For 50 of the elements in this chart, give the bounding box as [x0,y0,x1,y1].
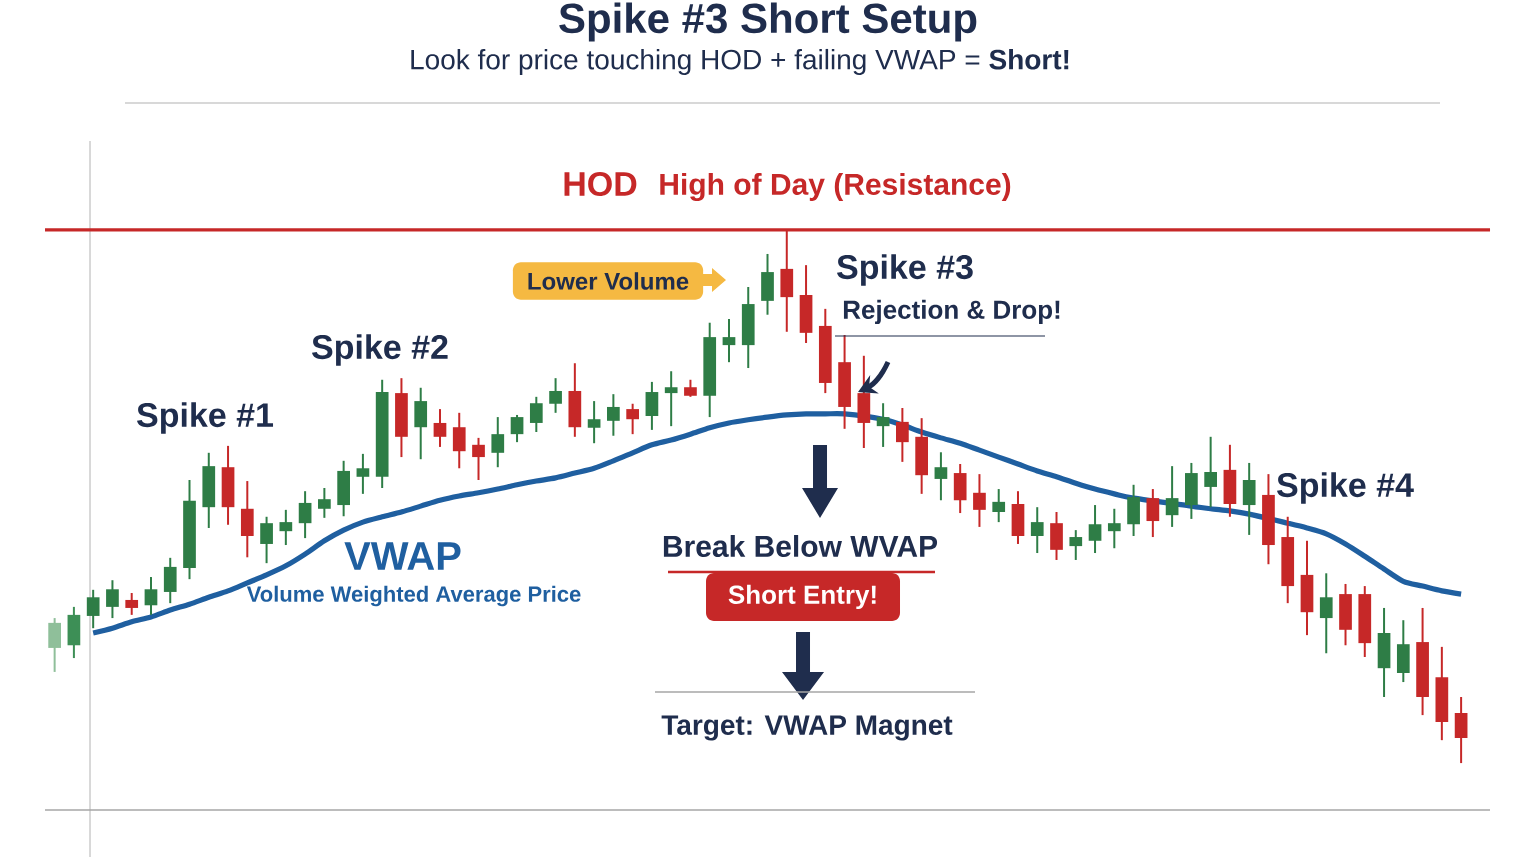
series-label: VWAP [344,542,461,570]
annotation: Spike #4 [1277,472,1414,504]
ref-line-label: HOD [564,171,637,197]
candlestick [125,592,139,616]
annotation: Short Entry! [728,584,876,610]
chart-title: Spike #3 Short Setup [559,2,977,42]
candlestick [1107,507,1121,550]
annotation: Target: VWAP Magnet [661,715,953,741]
candlestick [896,407,909,463]
text: High of Day (Resistance) [660,172,1011,202]
candlestick [491,416,505,469]
candlestick [722,317,736,364]
candlestick [645,380,659,431]
candlestick [510,413,524,444]
candlestick [279,508,293,547]
candlestick [934,451,948,502]
candlestick [1204,435,1218,509]
annotation: Rejection & Drop! [843,299,1060,325]
chart-subtitle: Look for price touching HOD + failing VWAP = Short! [411,48,1069,76]
annotation: Volume Weighted Average Price [246,585,581,607]
candlestick [318,486,331,519]
candlestick [260,515,273,565]
candlestick [1030,506,1044,555]
candlestick [1088,504,1102,555]
candlestick [433,408,447,448]
candlestick [992,488,1006,524]
annotation: Spike #1 [136,402,274,434]
candlestick [1146,488,1160,539]
candlestick [452,411,466,470]
candlestick [587,400,601,445]
candlestick [1069,529,1083,561]
candlestick [144,576,158,616]
candlestick [298,490,312,540]
candlestick [549,377,562,414]
annotation: Lower Volume [528,272,689,290]
candlestick [472,436,485,481]
candlestick [876,402,890,448]
candlestick [86,588,100,630]
annotation: Break Below WVAP [663,534,938,557]
candlestick [973,473,986,528]
candlestick [664,370,678,428]
candlestick [607,393,620,437]
candlestick [1319,572,1333,655]
candlestick [529,395,543,434]
candlestick [106,579,119,620]
annotation: Spike #3 [837,254,973,286]
annotation: Spike #2 [311,334,448,366]
candlestick [356,452,370,495]
candlestick [1165,465,1179,528]
candlestick [626,402,639,436]
